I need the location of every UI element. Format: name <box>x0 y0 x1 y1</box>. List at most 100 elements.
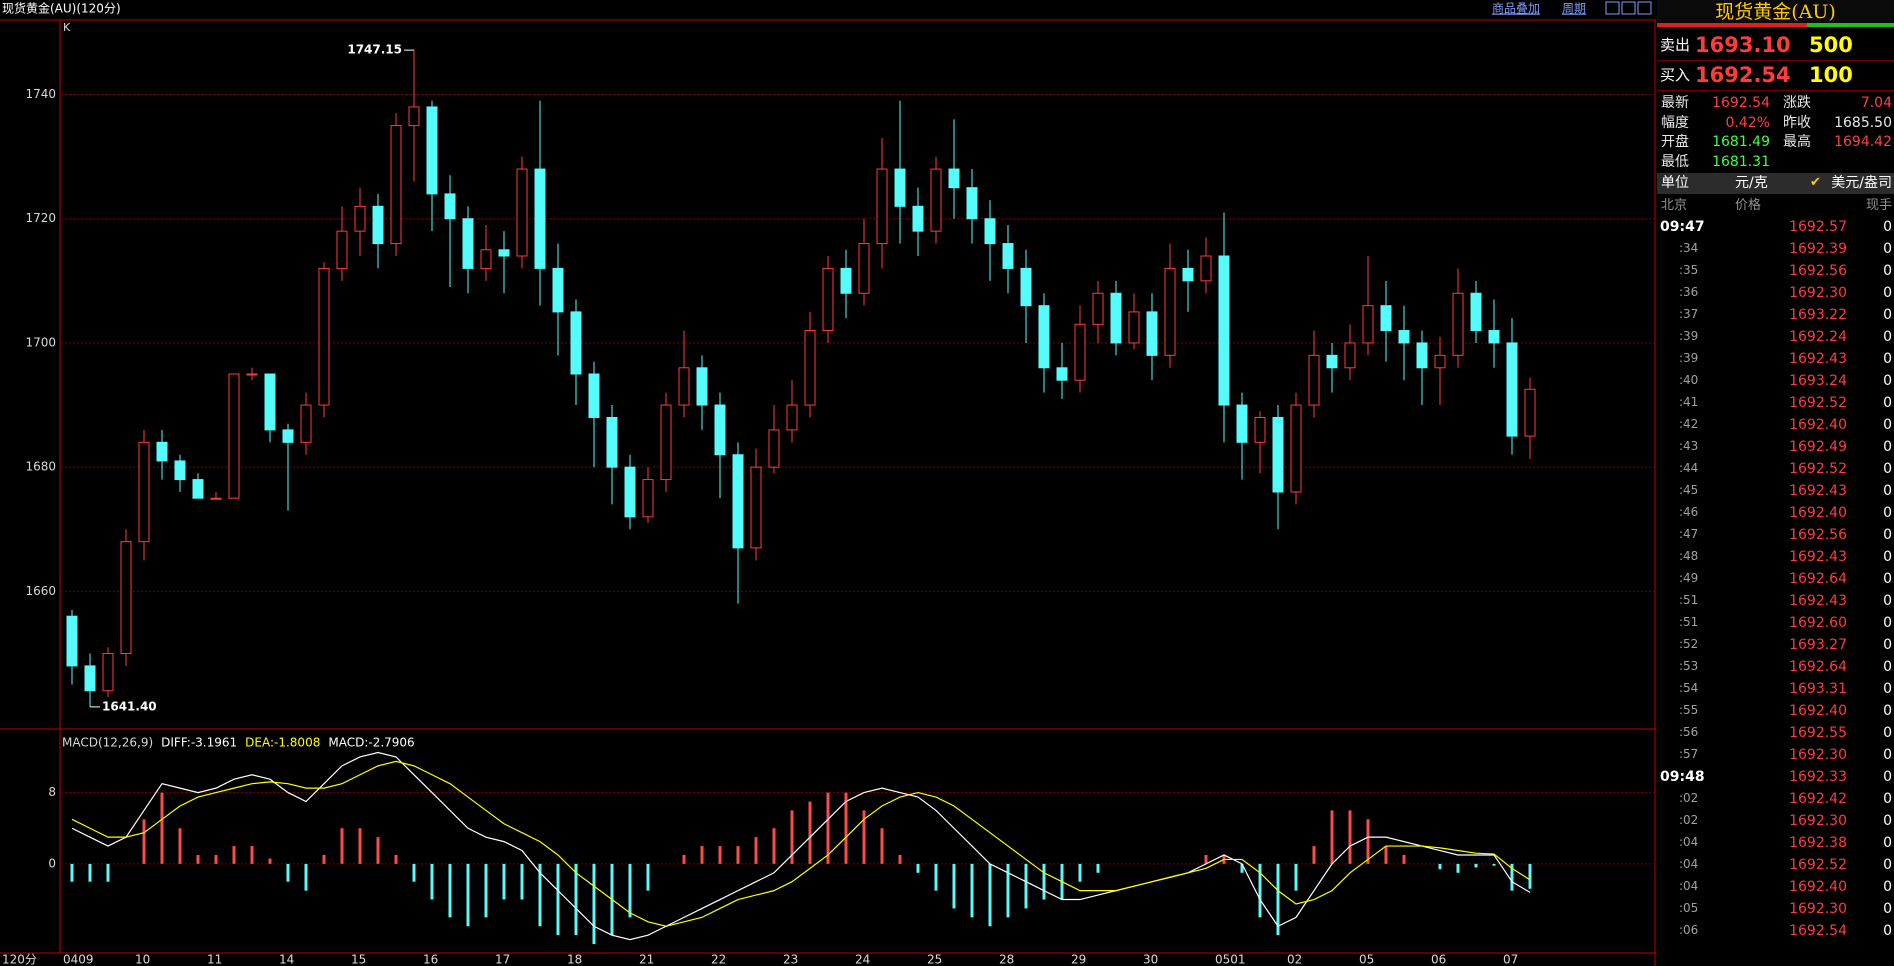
high-annotation: 1747.15 <box>347 43 402 57</box>
period-button[interactable]: 周期 <box>1562 2 1586 16</box>
overlay-button[interactable]: 商品叠加 <box>1492 1 1540 16</box>
candle-body <box>264 373 276 431</box>
stat-label: 最新 <box>1661 95 1689 111</box>
candle-body <box>876 168 888 245</box>
tick-volume: 0 <box>1883 483 1892 499</box>
candle-body <box>768 429 780 468</box>
candle-body <box>570 311 582 375</box>
y-tick-label: 1700 <box>25 335 56 349</box>
candle-body <box>1110 292 1122 344</box>
candle-body <box>624 466 636 518</box>
x-unit-label: 120分 <box>2 953 37 966</box>
candle-body <box>1470 292 1482 332</box>
candle-body <box>714 404 726 456</box>
stat-value: 7.04 <box>1860 95 1892 111</box>
tick-volume: 0 <box>1883 351 1892 367</box>
candle-body <box>1020 267 1032 307</box>
x-tick-label: 14 <box>279 953 294 966</box>
candle-body <box>462 218 474 269</box>
candle-body <box>210 497 222 500</box>
unit-mark: ✔ <box>1810 175 1821 190</box>
candle-body <box>228 373 240 499</box>
bar-green <box>1807 23 1894 27</box>
candle-body <box>1038 305 1050 369</box>
candle-body <box>930 168 942 232</box>
tick-time: :53 <box>1679 659 1699 673</box>
candle-body <box>912 205 924 232</box>
x-tick-label: 10 <box>135 953 150 966</box>
tick-price: 1692.54 <box>1789 923 1847 939</box>
tick-volume: 0 <box>1883 373 1892 389</box>
candle-body <box>1398 330 1410 344</box>
candle-body <box>138 441 150 543</box>
legend-entry: DEA:-1.8008 <box>245 736 320 750</box>
tick-volume: 0 <box>1883 329 1892 345</box>
x-tick-label: 28 <box>999 953 1014 966</box>
tick-price: 1692.39 <box>1789 241 1847 257</box>
tick-volume: 0 <box>1883 417 1892 433</box>
tick-price: 1692.42 <box>1789 791 1847 807</box>
tick-price: 1692.49 <box>1789 439 1847 455</box>
candle-body <box>336 230 348 269</box>
tick-volume: 0 <box>1883 769 1892 785</box>
tick-price: 1692.33 <box>1789 769 1847 785</box>
x-tick-label: 15 <box>351 953 366 966</box>
tick-volume: 0 <box>1883 593 1892 609</box>
window-title: 现货黄金(AU)(120分) <box>2 1 121 16</box>
y-tick-label: 1660 <box>25 584 56 598</box>
candle-body <box>1164 267 1176 356</box>
x-tick-label: 29 <box>1071 953 1086 966</box>
tick-time: :52 <box>1679 637 1699 651</box>
tick-time: :04 <box>1679 835 1699 849</box>
candle-body <box>390 125 402 245</box>
tick-price: 1692.30 <box>1789 813 1847 829</box>
candle-body <box>1434 354 1446 369</box>
stat-label: 开盘 <box>1661 134 1689 150</box>
tick-time: :44 <box>1679 461 1699 475</box>
tick-time: :41 <box>1679 395 1699 409</box>
candle-body <box>984 218 996 245</box>
tick-volume: 0 <box>1883 285 1892 301</box>
candle-body <box>606 416 618 468</box>
tick-time: :04 <box>1679 857 1699 871</box>
candle-body <box>300 404 312 443</box>
tick-volume: 0 <box>1883 703 1892 719</box>
y-tick-label: 1740 <box>25 87 56 101</box>
tick-time: :42 <box>1679 417 1699 431</box>
separator <box>1657 90 1894 91</box>
legend-entry: DIFF:-3.1961 <box>161 736 237 750</box>
tick-time: :51 <box>1679 615 1699 629</box>
tick-time: :04 <box>1679 879 1699 893</box>
ask-label: 卖出 <box>1660 36 1691 54</box>
tick-volume: 0 <box>1883 901 1892 917</box>
tick-price: 1693.31 <box>1789 681 1847 697</box>
tick-price: 1692.40 <box>1789 879 1847 895</box>
candle-body <box>1146 311 1158 356</box>
tick-volume: 0 <box>1883 241 1892 257</box>
tick-time: :34 <box>1679 241 1699 255</box>
candle-body <box>750 466 762 549</box>
candle-body <box>426 106 438 195</box>
candle-body <box>696 367 708 406</box>
tick-time: :51 <box>1679 593 1699 607</box>
tick-price: 1692.38 <box>1789 835 1847 851</box>
candle-body <box>174 460 186 481</box>
tick-price: 1692.52 <box>1789 461 1847 477</box>
tick-time: :57 <box>1679 747 1699 761</box>
candle-body <box>1488 330 1500 344</box>
candle-body <box>804 330 816 406</box>
x-tick-label: 0409 <box>63 953 94 966</box>
candle-body <box>84 665 96 692</box>
candle-body <box>246 373 258 376</box>
candle-body <box>498 249 510 257</box>
x-tick-label: 21 <box>639 953 654 966</box>
x-tick-label: 16 <box>423 953 438 966</box>
column-header: 现手 <box>1865 198 1892 213</box>
legend-entry: MACD:-2.7906 <box>328 736 414 750</box>
ask-volume: 500 <box>1809 33 1853 57</box>
stat-value: 1692.54 <box>1712 95 1770 111</box>
unit-option: 美元/盎司 <box>1831 175 1892 191</box>
tick-time: :39 <box>1679 351 1699 365</box>
bar-red <box>1657 23 1807 27</box>
